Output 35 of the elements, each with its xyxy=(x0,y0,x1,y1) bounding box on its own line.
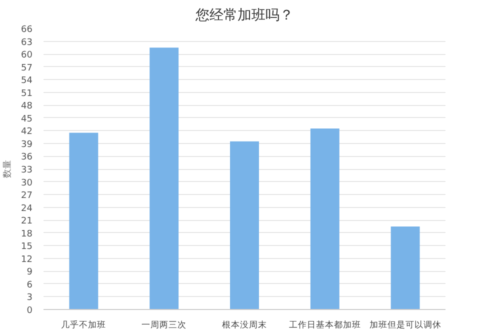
y-tick-label: 66 xyxy=(21,25,33,35)
y-tick-label: 63 xyxy=(21,38,32,48)
y-tick-label: 21 xyxy=(21,216,32,227)
y-tick-label: 36 xyxy=(21,152,33,163)
bar xyxy=(150,48,179,310)
y-tick-label: 18 xyxy=(21,229,33,240)
y-tick-label: 57 xyxy=(21,63,32,74)
y-tick-label: 6 xyxy=(26,280,33,290)
x-tick-label: 根本没周末 xyxy=(222,320,267,330)
x-tick-label: 一周两三次 xyxy=(142,320,187,330)
y-tick-label: 12 xyxy=(21,254,32,265)
y-tick-label: 51 xyxy=(21,88,32,99)
bar xyxy=(310,128,340,310)
chart-title: 您经常加班吗？ xyxy=(194,8,294,24)
bar xyxy=(69,132,98,310)
y-tick-label: 27 xyxy=(21,191,32,202)
y-tick-label: 3 xyxy=(26,293,33,304)
bar xyxy=(390,226,420,310)
y-tick-label: 15 xyxy=(21,242,32,252)
x-tick-label: 工作日基本都加班 xyxy=(288,320,361,330)
y-tick-label: 45 xyxy=(21,114,32,124)
x-tick-label: 加班但是可以调休 xyxy=(369,320,442,330)
y-tick-label: 60 xyxy=(21,50,33,61)
y-tick-label: 9 xyxy=(26,268,33,278)
y-tick-label: 24 xyxy=(21,204,33,214)
y-tick-label: 0 xyxy=(26,306,33,316)
x-tick-label: 几乎不加班 xyxy=(61,320,106,330)
bar xyxy=(230,141,259,310)
y-axis-title: 数量 xyxy=(2,160,14,178)
y-tick-label: 54 xyxy=(21,76,33,86)
y-tick-label: 30 xyxy=(21,178,33,188)
y-tick-label: 42 xyxy=(21,127,32,138)
y-tick-label: 33 xyxy=(21,166,32,176)
y-tick-label: 39 xyxy=(21,140,33,150)
y-tick-label: 48 xyxy=(21,102,33,112)
